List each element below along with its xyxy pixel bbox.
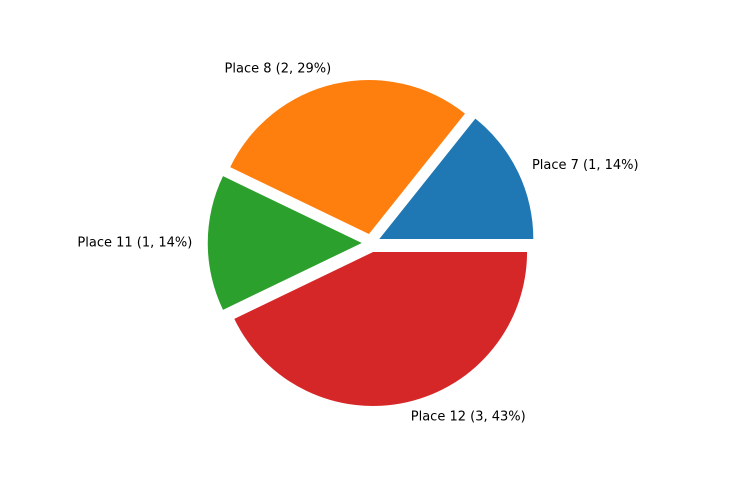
pie-slices bbox=[207, 79, 534, 407]
pie-labels: Place 7 (1, 14%) Place 8 (2, 29%) Place 11… bbox=[77, 61, 638, 424]
pie-label-place-11: Place 11 (1, 14%) bbox=[77, 236, 192, 251]
pie-label-place-8: Place 8 (2, 29%) bbox=[225, 61, 332, 76]
pie-slice-place-12 bbox=[234, 252, 528, 407]
pie-label-place-12: Place 12 (3, 43%) bbox=[411, 410, 526, 425]
pie-slice-place-7 bbox=[379, 118, 534, 239]
pie-slice-place-8 bbox=[230, 79, 465, 234]
pie-slice-place-11 bbox=[207, 176, 362, 310]
pie-label-place-7: Place 7 (1, 14%) bbox=[532, 158, 639, 173]
